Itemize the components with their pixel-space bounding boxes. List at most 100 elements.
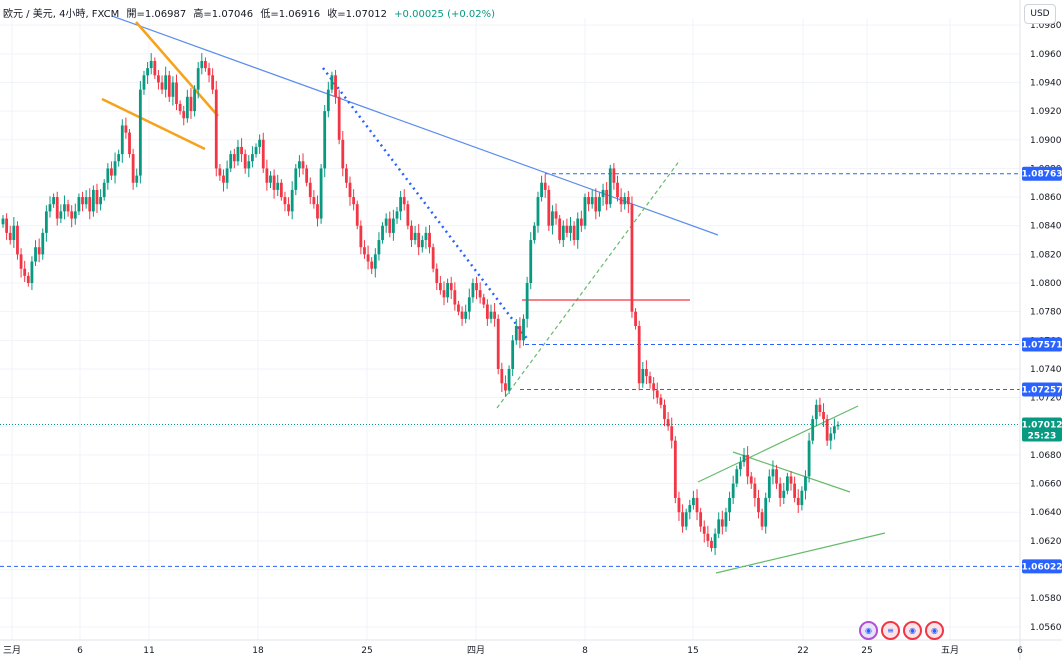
candle-body	[569, 226, 572, 233]
candle-body	[316, 204, 319, 218]
candle-body	[797, 498, 800, 505]
candle-body	[132, 154, 135, 183]
candle-body	[309, 183, 312, 197]
ohlc-high: 高=1.07046	[193, 9, 253, 20]
candle-body	[623, 197, 626, 204]
time-tick-label: 18	[252, 646, 264, 656]
time-tick-label: 6	[77, 646, 83, 656]
candle-body	[349, 183, 352, 197]
eu-flag-event-icon[interactable]: ◉	[903, 621, 922, 640]
candle-body	[750, 476, 753, 483]
candle-body	[692, 498, 695, 505]
candle-body	[334, 75, 337, 96]
price-tick-label: 1.05600	[1030, 623, 1062, 633]
green-channel-lower[interactable]	[716, 533, 885, 573]
candle-body	[63, 204, 66, 211]
candle-body	[790, 476, 793, 483]
currency-button[interactable]: USD	[1024, 4, 1056, 24]
candle-body	[652, 383, 655, 390]
candle-body	[208, 68, 211, 75]
candle-body	[5, 219, 8, 233]
candle-body	[81, 197, 84, 204]
candle-body	[645, 369, 648, 376]
candle-body	[482, 297, 485, 304]
candle-body	[117, 154, 120, 161]
candle-body	[305, 168, 308, 182]
candle-body	[612, 168, 615, 182]
candle-body	[356, 204, 359, 225]
candle-body	[218, 168, 221, 175]
candle-body	[446, 283, 449, 297]
candle-body	[822, 412, 825, 419]
candle-body	[656, 390, 659, 397]
candle-body	[529, 240, 532, 283]
candle-body	[197, 68, 200, 89]
candle-body	[602, 190, 605, 197]
green-channel-upper[interactable]	[698, 406, 858, 482]
candle-body	[110, 168, 113, 175]
economic-events[interactable]: ◉ ≡ ◉ ◉	[859, 621, 944, 640]
candle-body	[631, 204, 634, 311]
us-flag-event-icon[interactable]: ≡	[881, 621, 900, 640]
drawings-layer[interactable]	[102, 16, 885, 573]
candle-body	[237, 147, 240, 161]
candle-body	[811, 419, 814, 440]
symbol-title: 欧元 / 美元, 4小時, FXCM	[3, 9, 119, 20]
price-tick-label: 1.06800	[1030, 451, 1062, 461]
candle-body	[49, 204, 52, 211]
candle-body	[215, 90, 218, 169]
candle-body	[323, 111, 326, 168]
candle-body	[193, 90, 196, 111]
candle-body	[370, 262, 373, 269]
candle-body	[106, 168, 109, 182]
calendar-event-icon[interactable]: ◉	[859, 621, 878, 640]
time-tick-label: 25	[861, 646, 872, 656]
candle-body	[190, 97, 193, 111]
candle-body	[287, 204, 290, 211]
candle-body	[732, 484, 735, 498]
candle-body	[551, 211, 554, 225]
ohlc-change: +0.00025 (+0.02%)	[394, 9, 495, 20]
candle-body	[114, 161, 117, 175]
candle-body	[725, 512, 728, 526]
candle-body	[490, 312, 493, 319]
candle-body	[678, 498, 681, 512]
price-tick-label: 1.08600	[1030, 193, 1062, 203]
candle-body	[681, 512, 684, 526]
candle-body	[620, 197, 623, 204]
price-tick-label: 1.08000	[1030, 279, 1062, 289]
candle-body	[808, 441, 811, 477]
orange-wedge-lower[interactable]	[102, 99, 205, 149]
price-tick-label: 1.06400	[1030, 508, 1062, 518]
candle-body	[739, 462, 742, 469]
candle-body	[464, 312, 467, 319]
candle-body	[273, 176, 276, 190]
candle-body	[558, 219, 561, 240]
candle-body	[743, 455, 746, 462]
price-tick-label: 1.07800	[1030, 308, 1062, 318]
candle-body	[280, 183, 283, 197]
candle-body	[714, 534, 717, 548]
candle-body	[31, 262, 34, 283]
candle-body	[99, 197, 102, 204]
candle-body	[363, 247, 366, 254]
price-tick-label: 1.07400	[1030, 365, 1062, 375]
candle-body	[414, 233, 417, 240]
candle-body	[146, 68, 149, 75]
candle-body	[641, 369, 644, 383]
candle-body	[638, 326, 641, 383]
candle-body	[403, 197, 406, 204]
time-tick-label: 22	[797, 646, 808, 656]
time-tick-label: 8	[582, 646, 588, 656]
candles-layer	[2, 53, 840, 555]
candle-body	[59, 211, 62, 218]
candle-body	[616, 183, 619, 197]
candle-body	[52, 197, 55, 204]
candle-body	[659, 398, 662, 405]
calendar-event-icon[interactable]: ◉	[925, 621, 944, 640]
candle-body	[406, 204, 409, 225]
candle-body	[121, 125, 124, 154]
